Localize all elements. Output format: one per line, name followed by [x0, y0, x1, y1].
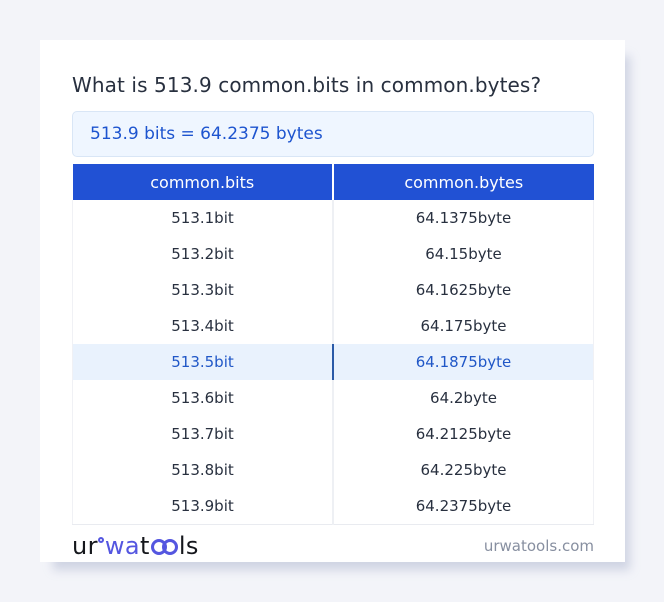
- logo-text-t: t: [140, 532, 150, 560]
- urwatools-logo[interactable]: ur wat ls: [72, 534, 199, 558]
- bits-cell[interactable]: 513.2bit: [72, 236, 334, 272]
- bits-cell[interactable]: 513.4bit: [72, 308, 334, 344]
- bits-cell[interactable]: 513.5bit: [72, 344, 334, 380]
- conversion-result-text: 513.9 bits = 64.2375 bytes: [90, 124, 323, 144]
- conversion-table-header: common.bits common.bytes: [72, 164, 594, 200]
- header-row: common.bits common.bytes: [72, 164, 594, 200]
- bytes-cell[interactable]: 64.2375byte: [333, 488, 594, 525]
- bytes-cell[interactable]: 64.225byte: [333, 452, 594, 488]
- table-row[interactable]: 513.5bit 64.1875byte: [72, 344, 594, 380]
- table-row[interactable]: 513.9bit 64.2375byte: [72, 488, 594, 525]
- conversion-table: common.bits common.bytes 513.1bit 64.1375…: [72, 164, 594, 525]
- bytes-cell[interactable]: 64.1875byte: [333, 344, 594, 380]
- bytes-cell[interactable]: 64.1375byte: [333, 200, 594, 236]
- logo-text-ur: ur: [72, 532, 98, 560]
- bytes-cell[interactable]: 64.175byte: [333, 308, 594, 344]
- bytes-cell[interactable]: 64.2byte: [333, 380, 594, 416]
- table-row[interactable]: 513.4bit 64.175byte: [72, 308, 594, 344]
- header-bits: common.bits: [72, 164, 334, 200]
- table-row[interactable]: 513.3bit 64.1625byte: [72, 272, 594, 308]
- bytes-cell[interactable]: 64.1625byte: [333, 272, 594, 308]
- bytes-cell[interactable]: 64.15byte: [333, 236, 594, 272]
- conversion-result-box: 513.9 bits = 64.2375 bytes: [72, 111, 594, 157]
- card-footer: ur wat ls urwatools.com: [72, 525, 594, 568]
- logo-text-wa: wa: [104, 532, 141, 560]
- bytes-cell[interactable]: 64.2125byte: [333, 416, 594, 452]
- bits-cell[interactable]: 513.6bit: [72, 380, 334, 416]
- page-title: What is 513.9 common.bits in common.byte…: [72, 73, 542, 97]
- bits-cell[interactable]: 513.1bit: [72, 200, 334, 236]
- bits-cell[interactable]: 513.7bit: [72, 416, 334, 452]
- bits-cell[interactable]: 513.9bit: [72, 488, 334, 525]
- table-row[interactable]: 513.1bit 64.1375byte: [72, 200, 594, 236]
- table-row[interactable]: 513.6bit 64.2byte: [72, 380, 594, 416]
- logo-degree-icon: [97, 537, 104, 543]
- bits-cell[interactable]: 513.3bit: [72, 272, 334, 308]
- table-row[interactable]: 513.8bit 64.225byte: [72, 452, 594, 488]
- table-row[interactable]: 513.7bit 64.2125byte: [72, 416, 594, 452]
- table-row[interactable]: 513.2bit 64.15byte: [72, 236, 594, 272]
- converter-card: What is 513.9 common.bits in common.byte…: [40, 40, 625, 562]
- header-bytes: common.bytes: [333, 164, 594, 200]
- bits-cell[interactable]: 513.8bit: [72, 452, 334, 488]
- logo-text-ls: ls: [178, 532, 199, 560]
- conversion-table-body: 513.1bit 64.1375byte 513.2bit 64.15byte 513.…: [72, 200, 594, 525]
- site-url-text: urwatools.com: [483, 537, 594, 555]
- logo-glasses-icon: [161, 539, 178, 555]
